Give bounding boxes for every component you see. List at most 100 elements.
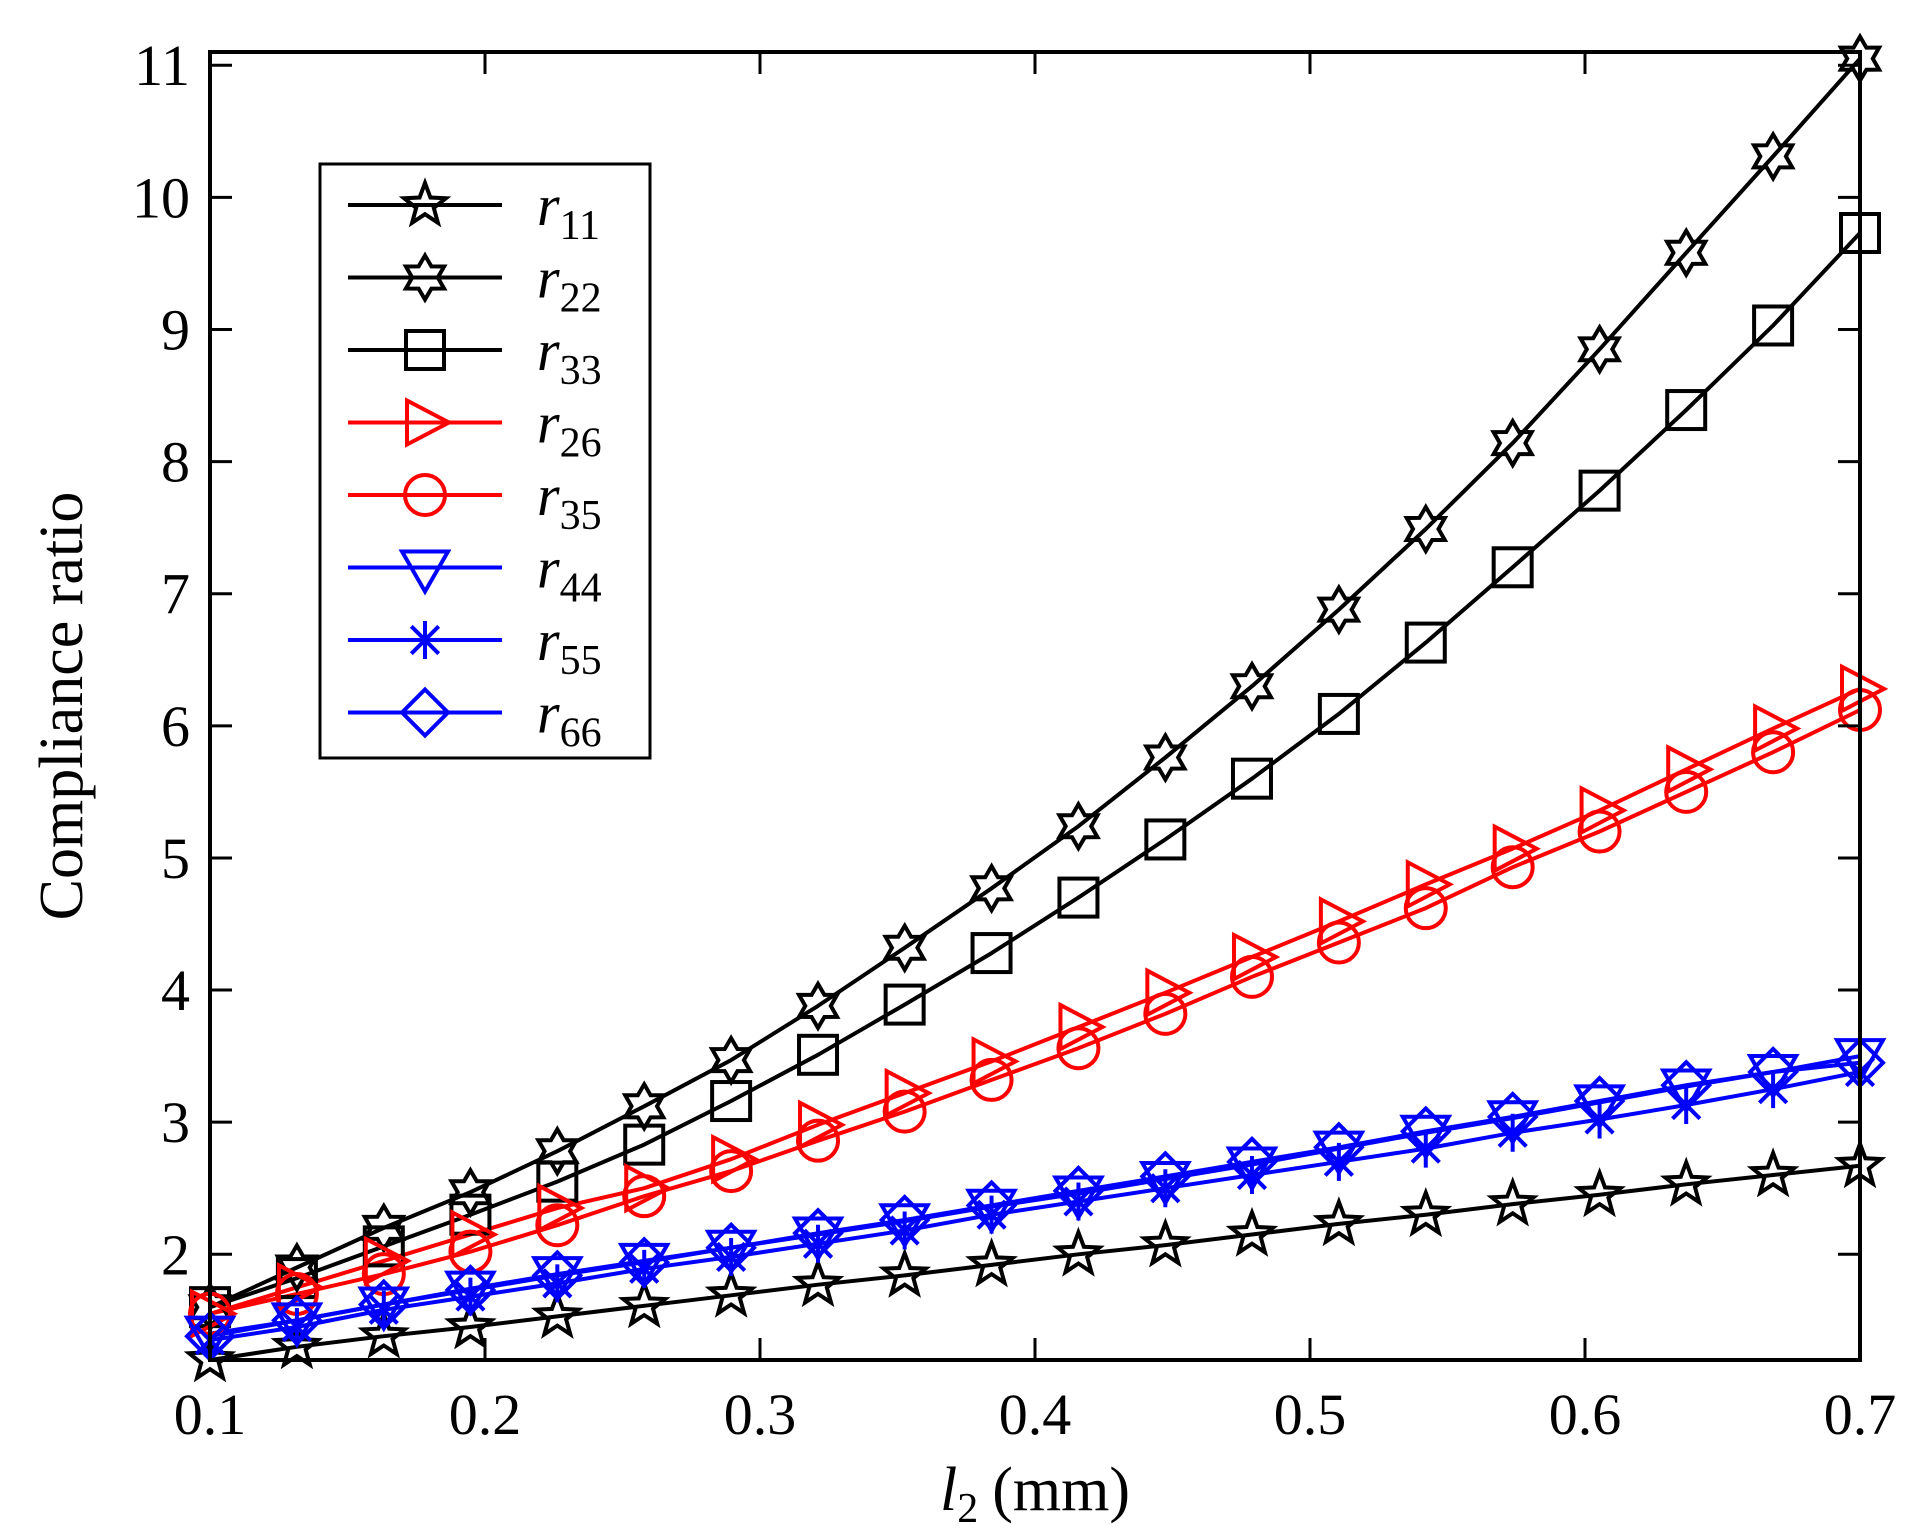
point-r26 bbox=[971, 1036, 1020, 1087]
y-tick-label: 9 bbox=[161, 297, 190, 362]
y-tick-label: 7 bbox=[161, 562, 190, 627]
x-axis-unit: (mm) bbox=[992, 1456, 1130, 1524]
y-axis-title: Compliance ratio bbox=[28, 492, 96, 921]
point-r33 bbox=[1230, 757, 1273, 800]
series-markers-r11 bbox=[183, 1138, 1887, 1383]
series-line-r33 bbox=[210, 231, 1860, 1310]
x-tick-label: 0.7 bbox=[1824, 1382, 1897, 1447]
point-r66 bbox=[531, 1249, 584, 1302]
point-r33 bbox=[1057, 876, 1100, 919]
point-r11 bbox=[1138, 1217, 1192, 1268]
point-r55 bbox=[1671, 1086, 1702, 1125]
point-r44 bbox=[530, 1256, 584, 1303]
point-r26 bbox=[798, 1099, 847, 1151]
point-r26 bbox=[1492, 823, 1541, 874]
point-r66 bbox=[1052, 1165, 1105, 1217]
legend-entry-r33: r33 bbox=[348, 318, 602, 394]
point-r33 bbox=[1404, 621, 1447, 664]
legend-marker bbox=[409, 621, 441, 659]
point-r44 bbox=[965, 1188, 1019, 1235]
point-r55 bbox=[1410, 1129, 1441, 1168]
y-tick-label: 2 bbox=[161, 1222, 190, 1287]
point-r44 bbox=[791, 1216, 845, 1263]
point-r11 bbox=[270, 1319, 324, 1370]
y-tick-label: 6 bbox=[161, 694, 190, 759]
legend-marker bbox=[404, 329, 446, 371]
point-r44 bbox=[704, 1229, 758, 1276]
markers-layer bbox=[183, 32, 1889, 1383]
point-r44 bbox=[1659, 1068, 1713, 1115]
point-r22 bbox=[534, 1125, 580, 1178]
point-r44 bbox=[357, 1286, 411, 1333]
point-r33 bbox=[1665, 389, 1708, 432]
point-r66 bbox=[1313, 1121, 1365, 1174]
point-r33 bbox=[623, 1123, 666, 1166]
point-r66 bbox=[1660, 1059, 1713, 1112]
point-r22 bbox=[1316, 583, 1362, 636]
point-r66 bbox=[444, 1264, 497, 1316]
legend-marker bbox=[398, 549, 452, 596]
legend-entry-r44: r44 bbox=[348, 536, 602, 612]
point-r35 bbox=[882, 1089, 927, 1134]
point-r35 bbox=[796, 1118, 841, 1163]
point-r55 bbox=[1497, 1113, 1528, 1152]
point-r22 bbox=[447, 1166, 493, 1219]
point-r66 bbox=[1399, 1105, 1452, 1158]
y-tick-label: 8 bbox=[161, 430, 190, 495]
legend-marker bbox=[405, 397, 454, 448]
point-r35 bbox=[1403, 886, 1448, 931]
point-r33 bbox=[797, 1033, 840, 1076]
point-r22 bbox=[621, 1080, 667, 1133]
x-axis-title: l2 (mm) bbox=[940, 1456, 1130, 1532]
point-r33 bbox=[536, 1160, 579, 1203]
point-r22 bbox=[1663, 226, 1709, 279]
series-markers-r66 bbox=[184, 1036, 1886, 1363]
point-r11 bbox=[1312, 1196, 1366, 1247]
point-r26 bbox=[363, 1235, 413, 1287]
point-r66 bbox=[357, 1278, 410, 1331]
point-r22 bbox=[882, 921, 928, 974]
point-r11 bbox=[531, 1288, 584, 1339]
point-r26 bbox=[537, 1182, 586, 1234]
legend-entry-r26: r26 bbox=[348, 391, 602, 467]
series-markers-r35 bbox=[188, 687, 1882, 1336]
point-r33 bbox=[1144, 818, 1187, 861]
point-r35 bbox=[1751, 730, 1796, 775]
x-tick-label: 0.2 bbox=[449, 1382, 522, 1447]
point-r22 bbox=[1403, 503, 1449, 555]
point-r22 bbox=[969, 862, 1015, 915]
point-r66 bbox=[1573, 1075, 1626, 1127]
x-tick-label: 0.4 bbox=[999, 1382, 1072, 1447]
point-r35 bbox=[969, 1057, 1014, 1102]
point-r26 bbox=[1579, 785, 1628, 836]
point-r22 bbox=[1577, 323, 1623, 376]
point-r11 bbox=[1052, 1226, 1105, 1277]
point-r44 bbox=[270, 1302, 324, 1349]
point-r33 bbox=[1578, 469, 1621, 512]
point-r33 bbox=[1317, 692, 1360, 735]
point-r35 bbox=[1056, 1026, 1101, 1071]
point-r11 bbox=[1659, 1156, 1713, 1207]
point-r35 bbox=[535, 1203, 580, 1248]
legend-entry-r11: r11 bbox=[348, 173, 600, 249]
series-line-r35 bbox=[210, 708, 1860, 1316]
y-tick-label: 11 bbox=[134, 33, 190, 98]
point-r35 bbox=[1664, 769, 1709, 814]
point-r44 bbox=[617, 1242, 671, 1289]
point-r35 bbox=[622, 1174, 667, 1219]
point-r66 bbox=[705, 1221, 757, 1274]
ticks-layer: 0.1 0.2 0.3 0.4 0.5 0.6 0.7 2 3 4 5 6 7 8 9 10 11 bbox=[132, 33, 1896, 1447]
legend-marker bbox=[403, 473, 447, 517]
point-r11 bbox=[183, 1332, 237, 1383]
point-r11 bbox=[1573, 1167, 1626, 1218]
point-r33 bbox=[1752, 304, 1795, 347]
legend-marker bbox=[399, 686, 451, 739]
point-r26 bbox=[1405, 859, 1455, 910]
point-r11 bbox=[878, 1247, 932, 1298]
point-r22 bbox=[1142, 731, 1188, 784]
series-line-r55 bbox=[210, 1070, 1860, 1343]
point-r44 bbox=[443, 1270, 497, 1317]
point-r66 bbox=[965, 1179, 1018, 1232]
legend-label: r44 bbox=[537, 536, 602, 612]
